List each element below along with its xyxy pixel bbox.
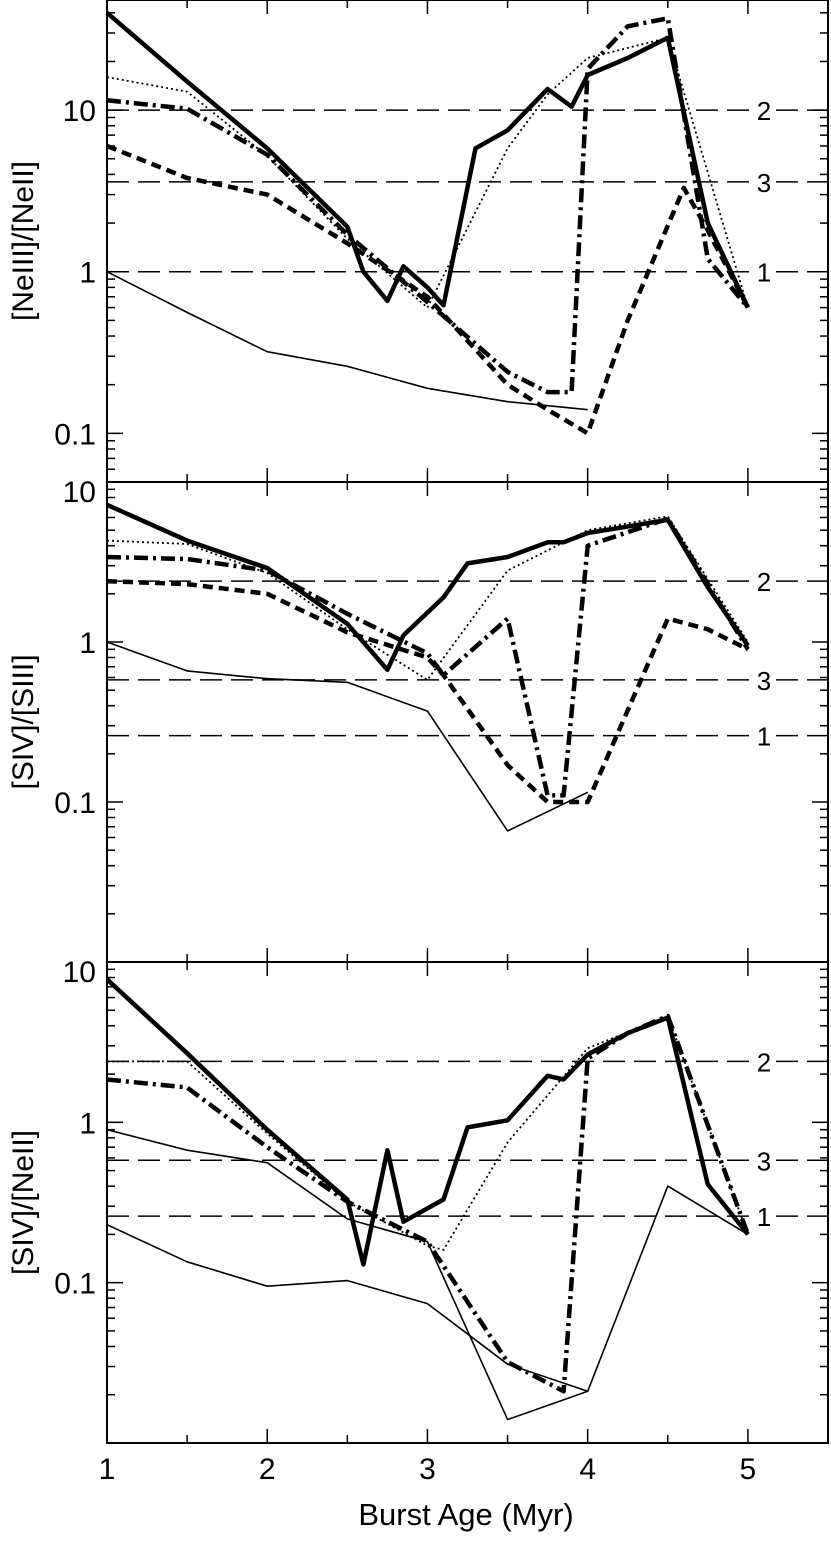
series-line-thick xyxy=(105,11,750,309)
x-tick-label: 4 xyxy=(579,1453,596,1486)
plot-frame xyxy=(106,961,829,1444)
reference-line-label: 1 xyxy=(757,1202,771,1232)
y-tick-label: 10 xyxy=(63,95,96,128)
x-axis-label: Burst Age (Myr) xyxy=(358,1497,573,1532)
reference-line-label: 2 xyxy=(757,96,771,126)
series-line-thin xyxy=(106,1223,588,1393)
reference-line-label: 2 xyxy=(757,1047,771,1077)
reference-line-label: 3 xyxy=(757,168,771,198)
reference-line-label: 3 xyxy=(757,666,771,696)
reference-line-label: 3 xyxy=(757,1146,771,1176)
reference-line-label: 1 xyxy=(757,258,771,288)
series-line-thin xyxy=(106,1128,749,1421)
x-tick-label: 5 xyxy=(740,1453,757,1486)
y-tick-label: 10 xyxy=(63,956,96,989)
series-line-thin xyxy=(106,270,588,411)
plot-frame xyxy=(106,0,829,483)
y-tick-label: 1 xyxy=(79,257,96,290)
series-line-thick xyxy=(105,977,750,1267)
series-line-dashdot xyxy=(106,516,750,798)
series-line-dotted xyxy=(107,1015,749,1251)
x-tick-label: 2 xyxy=(259,1453,276,1486)
y-axis-label: [SIV]/[NeII] xyxy=(7,1130,40,1275)
y-tick-label: 1 xyxy=(79,627,96,660)
series-line-dotted xyxy=(106,36,749,309)
x-tick-label: 3 xyxy=(419,1453,436,1486)
series-line-dashed xyxy=(106,578,749,805)
series-line-thin xyxy=(106,641,589,832)
y-tick-label: 10 xyxy=(63,476,96,509)
y-tick-label: 0.1 xyxy=(54,1268,96,1301)
y-axis-label: [NeIII]/[NeII] xyxy=(7,161,40,321)
chart-panel-1: 10 1 0.1 [NeIII]/[NeII] 2 3 1 xyxy=(7,0,829,483)
plot-frame xyxy=(106,481,829,963)
y-tick-label: 0.1 xyxy=(54,418,96,451)
chart-panel-3: 10 1 0.1 [SIV]/[NeII] 2 3 1 1 2 3 4 5 xyxy=(7,956,829,1486)
y-tick-label: 0.1 xyxy=(54,787,96,820)
y-tick-label: 1 xyxy=(79,1107,96,1140)
series-line-dashdot xyxy=(106,1013,751,1394)
series-line-dashdot xyxy=(106,16,750,395)
series-line-dashed xyxy=(106,143,750,436)
reference-line-label: 1 xyxy=(757,722,771,752)
reference-line-label: 2 xyxy=(757,567,771,597)
x-tick-label: 1 xyxy=(99,1453,116,1486)
chart-panel-2: 10 1 0.1 [SIV]/[SIII] 2 3 1 xyxy=(7,476,829,963)
y-axis-label: [SIV]/[SIII] xyxy=(7,654,40,789)
